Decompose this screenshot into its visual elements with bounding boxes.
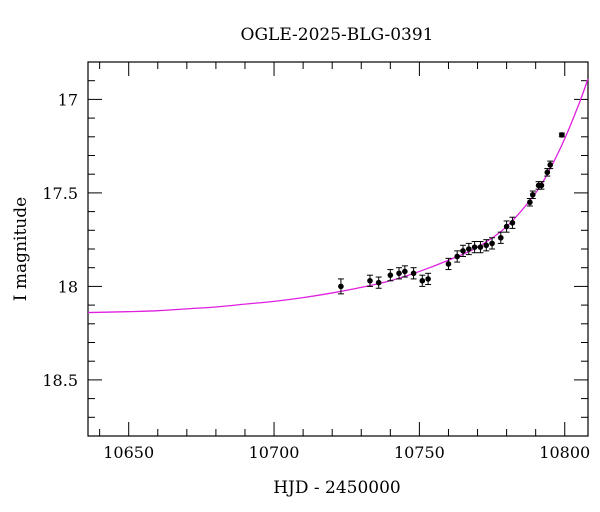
model-curve	[87, 78, 589, 314]
point-marker	[460, 248, 466, 254]
y-tick-labels: 17 17.5 18 18.5	[42, 90, 78, 390]
data-point	[375, 276, 382, 289]
data-point	[471, 241, 478, 254]
data-point	[509, 216, 516, 229]
point-marker	[425, 276, 431, 282]
point-marker	[367, 277, 373, 284]
data-point	[410, 267, 417, 280]
data-point	[529, 190, 536, 200]
y-axis-label: I magnitude	[11, 197, 31, 301]
point-marker	[497, 234, 504, 241]
data-point	[445, 257, 452, 271]
data-point	[419, 274, 426, 287]
y-tick-label: 17.5	[42, 184, 78, 203]
y-tick-label: 17	[58, 90, 78, 109]
point-marker	[503, 223, 510, 230]
data-point	[401, 265, 408, 278]
data-point	[547, 160, 554, 170]
data-point	[526, 198, 533, 207]
point-marker	[396, 270, 402, 277]
x-axis-label: HJD - 2450000	[273, 478, 401, 498]
data-point	[503, 220, 510, 233]
point-marker	[547, 162, 554, 168]
data-point	[558, 132, 565, 138]
point-marker	[544, 169, 551, 176]
data-point	[483, 239, 490, 252]
data-point	[460, 244, 466, 257]
y-tick-label: 18.5	[42, 371, 78, 390]
x-tick-label: 10700	[249, 443, 300, 462]
point-marker	[338, 283, 344, 290]
data-point	[396, 267, 403, 280]
data-point	[477, 241, 484, 254]
point-marker	[529, 191, 536, 198]
point-marker	[466, 246, 472, 252]
axis-ticks	[88, 61, 588, 437]
point-marker	[527, 199, 533, 206]
data-point	[337, 278, 344, 295]
point-marker	[387, 272, 394, 278]
y-tick-label: 18	[58, 277, 78, 296]
point-marker	[483, 242, 490, 249]
x-tick-label: 10800	[539, 443, 590, 462]
data-point	[538, 181, 545, 190]
model-curve-layer	[87, 78, 589, 314]
point-marker	[410, 270, 417, 277]
x-tick-label: 10750	[394, 443, 445, 462]
data-point	[465, 242, 472, 256]
x-tick-label: 10650	[103, 443, 154, 462]
point-marker	[489, 240, 495, 247]
point-marker	[445, 261, 452, 267]
point-marker	[559, 132, 565, 138]
data-point	[366, 274, 373, 287]
point-marker	[419, 277, 426, 284]
data-point	[489, 237, 496, 250]
point-marker	[471, 244, 478, 250]
chart-title: OGLE-2025-BLG-0391	[241, 25, 434, 45]
x-tick-labels: 10650 10700 10750 10800	[103, 443, 590, 462]
point-marker	[538, 182, 545, 189]
plot-frame	[87, 61, 589, 437]
point-marker	[402, 268, 408, 275]
point-marker	[375, 279, 382, 286]
point-marker	[454, 253, 460, 260]
data-point	[454, 250, 461, 263]
point-marker	[509, 220, 516, 226]
data-point	[497, 231, 504, 244]
data-points-layer	[337, 132, 565, 295]
data-point	[425, 272, 432, 286]
data-point	[387, 269, 394, 282]
data-point	[544, 168, 551, 177]
point-marker	[477, 244, 484, 250]
